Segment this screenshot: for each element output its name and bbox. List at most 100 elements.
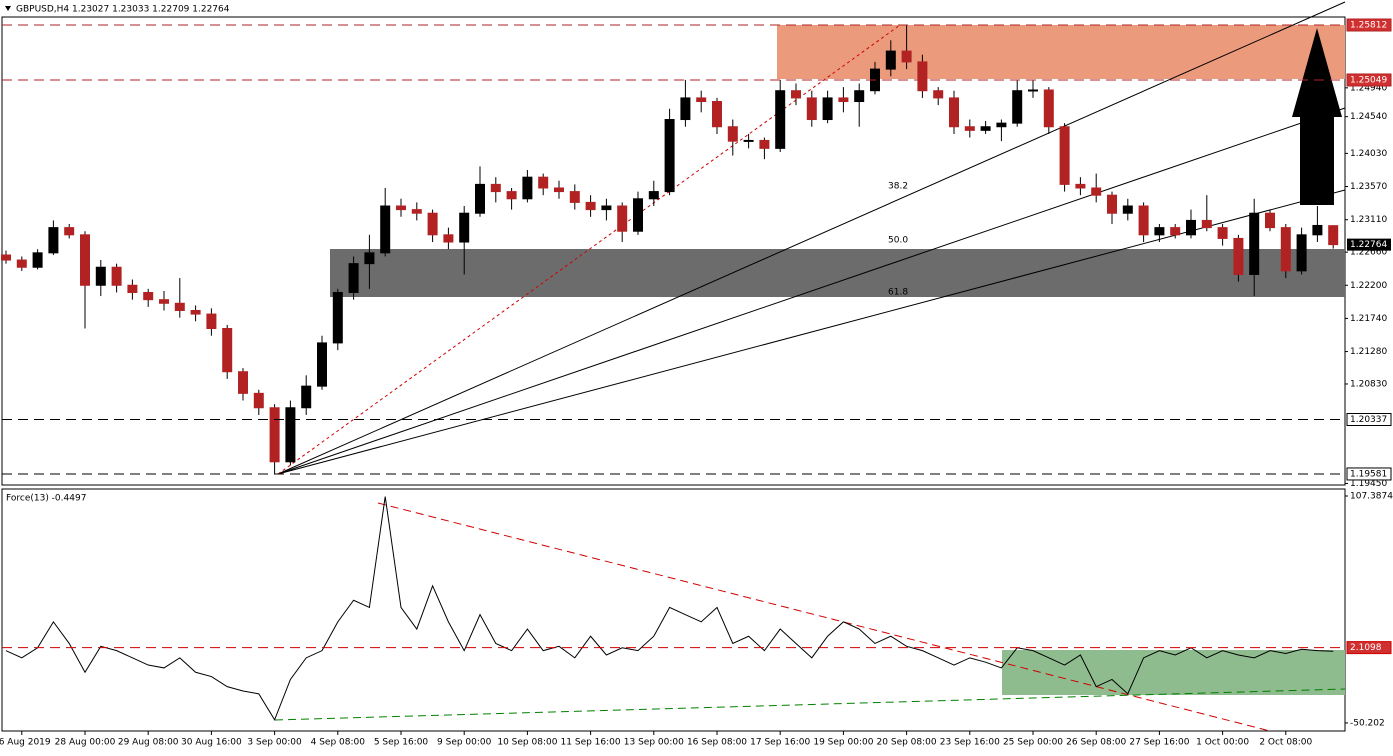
candle-body <box>585 201 596 211</box>
force-line <box>5 496 1334 721</box>
candle-body <box>48 227 59 254</box>
indicator-panel <box>1 488 1346 732</box>
level-label: 1.20337 <box>1350 415 1387 425</box>
candle-body <box>1075 183 1086 189</box>
fib-label: 50.0 <box>888 236 908 246</box>
candle-body <box>1296 234 1307 272</box>
x-tick-label: 20 Sep 08:00 <box>877 738 937 748</box>
candle-body <box>917 61 928 92</box>
candle-body <box>633 198 643 232</box>
candle-body <box>538 176 549 189</box>
candle-body <box>1154 227 1165 236</box>
candle-body <box>1 254 11 261</box>
y-tick-label: 1.20830 <box>1350 379 1387 389</box>
candle-body <box>1043 89 1054 128</box>
candle-body <box>506 191 517 200</box>
x-tick-label: 11 Sep 16:00 <box>561 738 621 748</box>
fib-label: 38.2 <box>888 182 908 192</box>
candle-body <box>332 291 343 344</box>
candle-body <box>712 101 722 128</box>
candle-body <box>95 266 106 286</box>
arrow <box>1292 28 1342 205</box>
x-tick-label: 30 Aug 16:00 <box>181 738 242 748</box>
candle-body <box>64 227 75 236</box>
marks <box>1 25 1339 721</box>
y-tick-label: 1.24030 <box>1350 149 1387 159</box>
support-zone <box>330 249 1345 297</box>
candle-body <box>32 252 43 268</box>
candle-body <box>1059 126 1070 185</box>
candle-body <box>206 313 217 329</box>
x-tick-label: 28 Aug 00:00 <box>55 738 116 748</box>
level-label: 1.25049 <box>1350 75 1387 85</box>
x-tick-label: 1 Oct 00:00 <box>1196 738 1249 748</box>
level-box <box>1346 467 1392 481</box>
candle-body <box>1233 237 1244 275</box>
candle-body <box>648 191 659 200</box>
x-tick-label: 19 Sep 00:00 <box>813 738 873 748</box>
candle-body <box>680 97 691 121</box>
fan-baseline <box>277 24 901 475</box>
candle-body <box>933 90 944 99</box>
candle-body <box>838 97 849 103</box>
x-tick-label: 4 Sep 08:00 <box>311 738 366 748</box>
candle-body <box>854 90 865 103</box>
candle-body <box>569 191 580 203</box>
candle-body <box>396 205 406 211</box>
candle-body <box>16 259 27 268</box>
candle-body <box>601 205 612 211</box>
x-tick-label: 13 Sep 00:00 <box>624 738 684 748</box>
level-label: 1.25812 <box>1350 20 1387 30</box>
candle-body <box>459 212 470 243</box>
candle-body <box>190 309 201 315</box>
y-tick-label: 1.21740 <box>1350 314 1387 324</box>
candle-body <box>1249 212 1260 275</box>
consolidation-zone <box>1002 650 1345 695</box>
x-tick-label: 29 Aug 08:00 <box>118 738 179 748</box>
candle-body <box>1328 225 1339 246</box>
candle-body <box>964 126 975 131</box>
candle-body <box>664 119 675 193</box>
candle-body <box>269 407 280 463</box>
fan-line <box>277 1 1346 475</box>
y-tick-label: 1.24940 <box>1350 83 1387 93</box>
x-tick-label: 10 Sep 08:00 <box>497 738 557 748</box>
y-tick-label: 1.24540 <box>1350 112 1387 122</box>
candle-body <box>174 302 185 311</box>
level-box <box>1346 18 1392 32</box>
candle-body <box>980 126 991 131</box>
candle-body <box>949 97 959 128</box>
candle-body <box>380 205 391 254</box>
candle-body <box>285 407 296 463</box>
last-price-label: 1.22764 <box>1350 240 1387 250</box>
y-tick-label: 107.3874 <box>1350 492 1393 502</box>
candle-body <box>743 139 754 142</box>
x-tick-label: 17 Sep 16:00 <box>750 738 810 748</box>
x-tick-label: 26 Sep 08:00 <box>1066 738 1126 748</box>
candle-body <box>111 266 122 286</box>
candle-body <box>885 50 896 70</box>
candle-body <box>317 342 327 387</box>
candle-body <box>238 371 248 394</box>
candle-body <box>222 327 233 373</box>
candle-body <box>80 234 90 286</box>
x-tick-label: 26 Aug 2019 <box>0 738 51 748</box>
y-tick-label: 1.22200 <box>1350 281 1387 291</box>
level-box <box>1346 73 1392 87</box>
indicator-title: Force(13) -0.4497 <box>6 494 86 504</box>
candle-body <box>411 209 422 214</box>
candle-body <box>522 176 533 200</box>
y-tick-label: -50.202 <box>1350 718 1385 728</box>
candle-body <box>1280 227 1291 272</box>
y-tick-label: 1.23110 <box>1350 215 1387 225</box>
candle-body <box>617 205 628 232</box>
trend-line <box>274 688 1346 721</box>
candle-body <box>1312 224 1323 236</box>
candle-body <box>791 90 801 99</box>
candle-body <box>143 291 154 301</box>
candle-body <box>253 392 264 409</box>
candle-body <box>127 284 138 293</box>
candle-body <box>1012 90 1023 124</box>
